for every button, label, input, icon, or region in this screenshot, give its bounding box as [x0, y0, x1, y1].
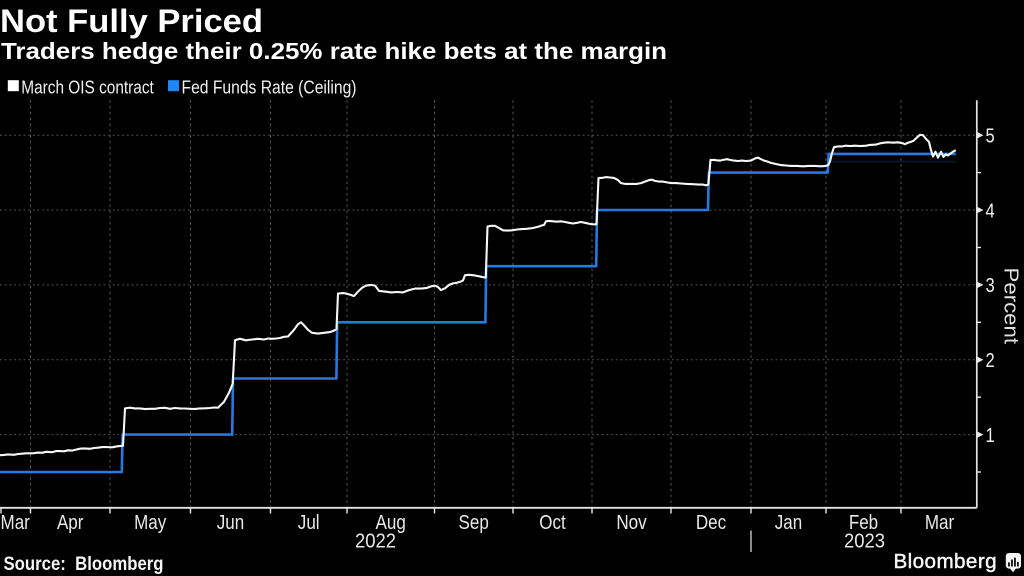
svg-text:Nov: Nov [616, 512, 647, 534]
svg-text:5: 5 [986, 125, 995, 148]
svg-text:Aug: Aug [376, 512, 406, 534]
svg-text:Source: Bloomberg: Source: Bloomberg [4, 553, 164, 575]
svg-text:Apr: Apr [57, 512, 84, 534]
svg-text:Fed Funds Rate (Ceiling): Fed Funds Rate (Ceiling) [182, 77, 357, 97]
svg-text:3: 3 [986, 274, 995, 297]
svg-text:Mar: Mar [925, 512, 954, 534]
svg-text:Not Fully Priced: Not Fully Priced [0, 3, 263, 39]
svg-text:Jan: Jan [775, 512, 802, 534]
svg-text:Bloomberg: Bloomberg [894, 551, 998, 573]
svg-text:Oct: Oct [539, 512, 566, 534]
svg-text:Feb: Feb [849, 512, 878, 534]
svg-text:Dec: Dec [696, 512, 726, 534]
svg-text:4: 4 [986, 199, 995, 222]
svg-text:Traders hedge their 0.25% rate: Traders hedge their 0.25% rate hike bets… [1, 38, 667, 64]
svg-text:2023: 2023 [844, 531, 885, 553]
svg-text:Percent: Percent [1000, 268, 1023, 345]
svg-text:May: May [134, 512, 167, 534]
svg-text:Jun: Jun [217, 512, 244, 534]
svg-text:Jul: Jul [298, 512, 320, 534]
svg-text:2022: 2022 [355, 531, 396, 553]
svg-text:2: 2 [986, 349, 995, 372]
svg-text:Sep: Sep [459, 512, 489, 534]
svg-text:Mar: Mar [1, 512, 30, 534]
svg-text:1: 1 [986, 424, 995, 447]
svg-text:March OIS contract: March OIS contract [21, 77, 154, 97]
